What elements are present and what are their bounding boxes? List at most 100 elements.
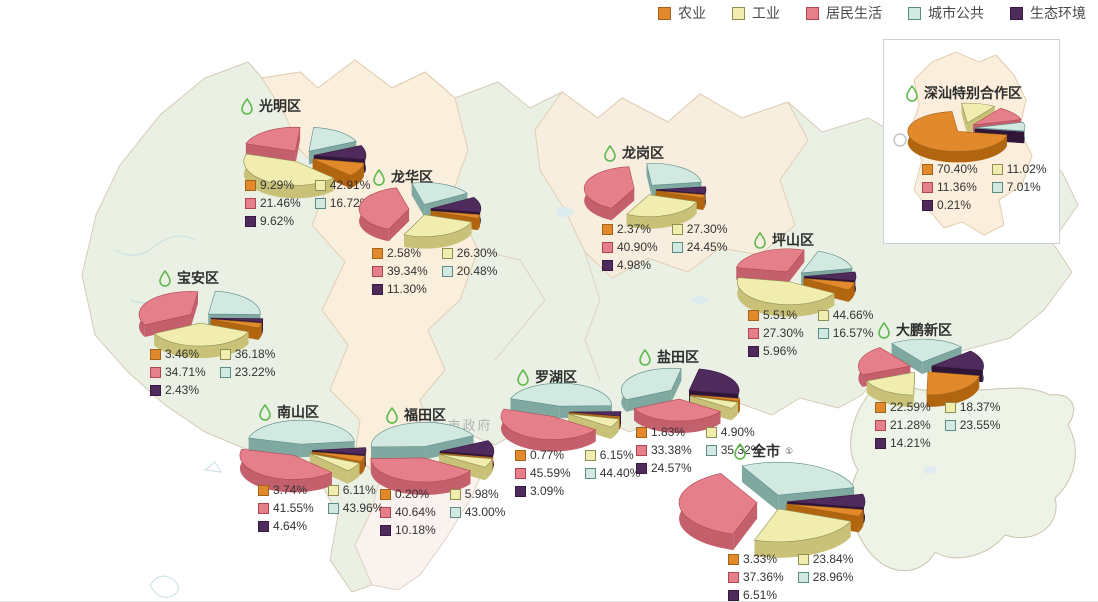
pie-legend-item: 22.59% bbox=[875, 400, 931, 414]
legend-swatch-工业 bbox=[585, 450, 596, 461]
legend-swatch-生态环境 bbox=[602, 260, 613, 271]
pie-legend-item: 27.30% bbox=[672, 222, 728, 236]
legend-value: 22.59% bbox=[890, 400, 931, 414]
legend-value: 9.62% bbox=[260, 214, 294, 228]
legend-value: 11.02% bbox=[1007, 162, 1047, 176]
legend-swatch-工业 bbox=[706, 427, 717, 438]
pie-legend-item: 2.43% bbox=[150, 383, 206, 397]
legend-value: 3.74% bbox=[273, 483, 307, 497]
legend-item-城市公共: 城市公共 bbox=[908, 3, 984, 23]
pie-legend-item: 9.62% bbox=[245, 214, 301, 228]
pie-legend-item: 4.90% bbox=[706, 425, 762, 439]
legend-swatch-居民生活 bbox=[372, 266, 383, 277]
legend-value: 9.29% bbox=[260, 178, 294, 192]
pie-legend-item: 23.84% bbox=[798, 552, 854, 566]
legend-swatch-居民生活 bbox=[150, 367, 161, 378]
legend-swatch-居民生活 bbox=[922, 182, 933, 193]
legend-value: 39.34% bbox=[387, 264, 428, 278]
legend-swatch-城市公共 bbox=[945, 420, 956, 431]
legend-swatch-居民生活 bbox=[748, 328, 759, 339]
legend-swatch-农业 bbox=[922, 164, 933, 175]
pie-legend-longgang: 2.37%27.30%40.90%24.45%4.98% bbox=[602, 222, 727, 272]
pie-slice bbox=[208, 292, 260, 315]
pie-legend-item: 11.36% bbox=[922, 180, 978, 194]
pie-legend-item: 6.15% bbox=[585, 448, 641, 462]
legend-item-居民生活: 居民生活 bbox=[806, 3, 882, 23]
pie-legend-item: 0.21% bbox=[922, 198, 978, 212]
legend-value: 5.96% bbox=[763, 344, 797, 358]
legend-value: 26.30% bbox=[457, 246, 498, 260]
pie-legend-item: 40.64% bbox=[380, 505, 436, 519]
pie-chart-longhua bbox=[353, 175, 487, 256]
pie-legend-item: 43.00% bbox=[450, 505, 506, 519]
pie-legend-item: 21.28% bbox=[875, 418, 931, 432]
pie-legend-baoan: 3.46%36.18%34.71%23.22%2.43% bbox=[150, 347, 275, 397]
pie-legend-item: 9.29% bbox=[245, 178, 301, 192]
pie-legend-guangming: 9.29%42.91%21.46%16.72%9.62% bbox=[245, 178, 370, 228]
legend-swatch-工业 bbox=[328, 485, 339, 496]
pie-legend-item: 27.30% bbox=[748, 326, 804, 340]
legend-value: 37.36% bbox=[743, 570, 784, 584]
legend-swatch-城市公共 bbox=[450, 507, 461, 518]
pie-legend-item: 28.96% bbox=[798, 570, 854, 584]
pie-legend-luohu: 0.77%6.15%45.59%44.40%3.09% bbox=[515, 448, 640, 498]
pie-legend-item: 44.40% bbox=[585, 466, 641, 480]
pie-chart-shenshan bbox=[899, 96, 1031, 171]
pie-legend-item: 18.37% bbox=[945, 400, 1001, 414]
legend-value: 43.96% bbox=[343, 501, 384, 515]
district-name: 光明区 bbox=[259, 96, 301, 116]
pie-legend-item: 3.46% bbox=[150, 347, 206, 361]
legend-value: 40.90% bbox=[617, 240, 658, 254]
pie-legend-item: 2.58% bbox=[372, 246, 428, 260]
legend-swatch-icon bbox=[658, 7, 671, 20]
pie-legend-item: 3.33% bbox=[728, 552, 784, 566]
pie-legend-item: 11.30% bbox=[372, 282, 428, 296]
legend-swatch-工业 bbox=[442, 248, 453, 259]
legend-label: 城市公共 bbox=[928, 3, 984, 23]
pie-legend-item: 43.96% bbox=[328, 501, 384, 515]
legend-item-农业: 农业 bbox=[658, 3, 706, 23]
pie-legend-item: 37.36% bbox=[728, 570, 784, 584]
legend-swatch-icon bbox=[908, 7, 921, 20]
legend-swatch-农业 bbox=[515, 450, 526, 461]
pie-legend-item: 34.71% bbox=[150, 365, 206, 379]
legend-label: 农业 bbox=[678, 3, 706, 23]
pie-chart-quanshi bbox=[673, 454, 871, 566]
legend-swatch-城市公共 bbox=[220, 367, 231, 378]
legend-swatch-农业 bbox=[150, 349, 161, 360]
pie-legend-item: 4.98% bbox=[602, 258, 658, 272]
legend-value: 7.01% bbox=[1007, 180, 1041, 194]
legend-value: 18.37% bbox=[960, 400, 1001, 414]
legend-label: 生态环境 bbox=[1030, 3, 1086, 23]
legend-swatch-城市公共 bbox=[315, 198, 326, 209]
pie-legend-item: 6.51% bbox=[728, 588, 784, 602]
legend-swatch-icon bbox=[1010, 7, 1023, 20]
pie-legend-item: 21.46% bbox=[245, 196, 301, 210]
legend-swatch-居民生活 bbox=[728, 572, 739, 583]
pie-legend-item: 10.18% bbox=[380, 523, 436, 537]
pie-legend-futian: 0.20%5.98%40.64%43.00%10.18% bbox=[380, 487, 505, 537]
legend-swatch-工业 bbox=[945, 402, 956, 413]
legend-value: 27.30% bbox=[763, 326, 804, 340]
legend-value: 14.21% bbox=[890, 436, 931, 450]
legend-swatch-生态环境 bbox=[372, 284, 383, 295]
pie-legend-item: 26.30% bbox=[442, 246, 498, 260]
pie-legend-item: 5.98% bbox=[450, 487, 506, 501]
pie-legend-item: 4.64% bbox=[258, 519, 314, 533]
legend-swatch-工业 bbox=[672, 224, 683, 235]
pie-legend-item: 39.34% bbox=[372, 264, 428, 278]
legend-value: 44.66% bbox=[833, 308, 874, 322]
legend-swatch-icon bbox=[806, 7, 819, 20]
legend-value: 4.98% bbox=[617, 258, 651, 272]
pie-legend-item: 36.18% bbox=[220, 347, 276, 361]
legend-value: 23.84% bbox=[813, 552, 854, 566]
legend-value: 11.36% bbox=[937, 180, 977, 194]
pie-legend-quanshi: 3.33% 23.84% 37.36% 28.96% 6.51% bbox=[728, 552, 853, 602]
legend-swatch-城市公共 bbox=[328, 503, 339, 514]
water-drop-icon bbox=[240, 98, 254, 115]
legend-value: 41.55% bbox=[273, 501, 314, 515]
legend-swatch-生态环境 bbox=[258, 521, 269, 532]
legend-value: 1.83% bbox=[651, 425, 685, 439]
pie-legend-item: 24.45% bbox=[672, 240, 728, 254]
legend-value: 40.64% bbox=[395, 505, 436, 519]
